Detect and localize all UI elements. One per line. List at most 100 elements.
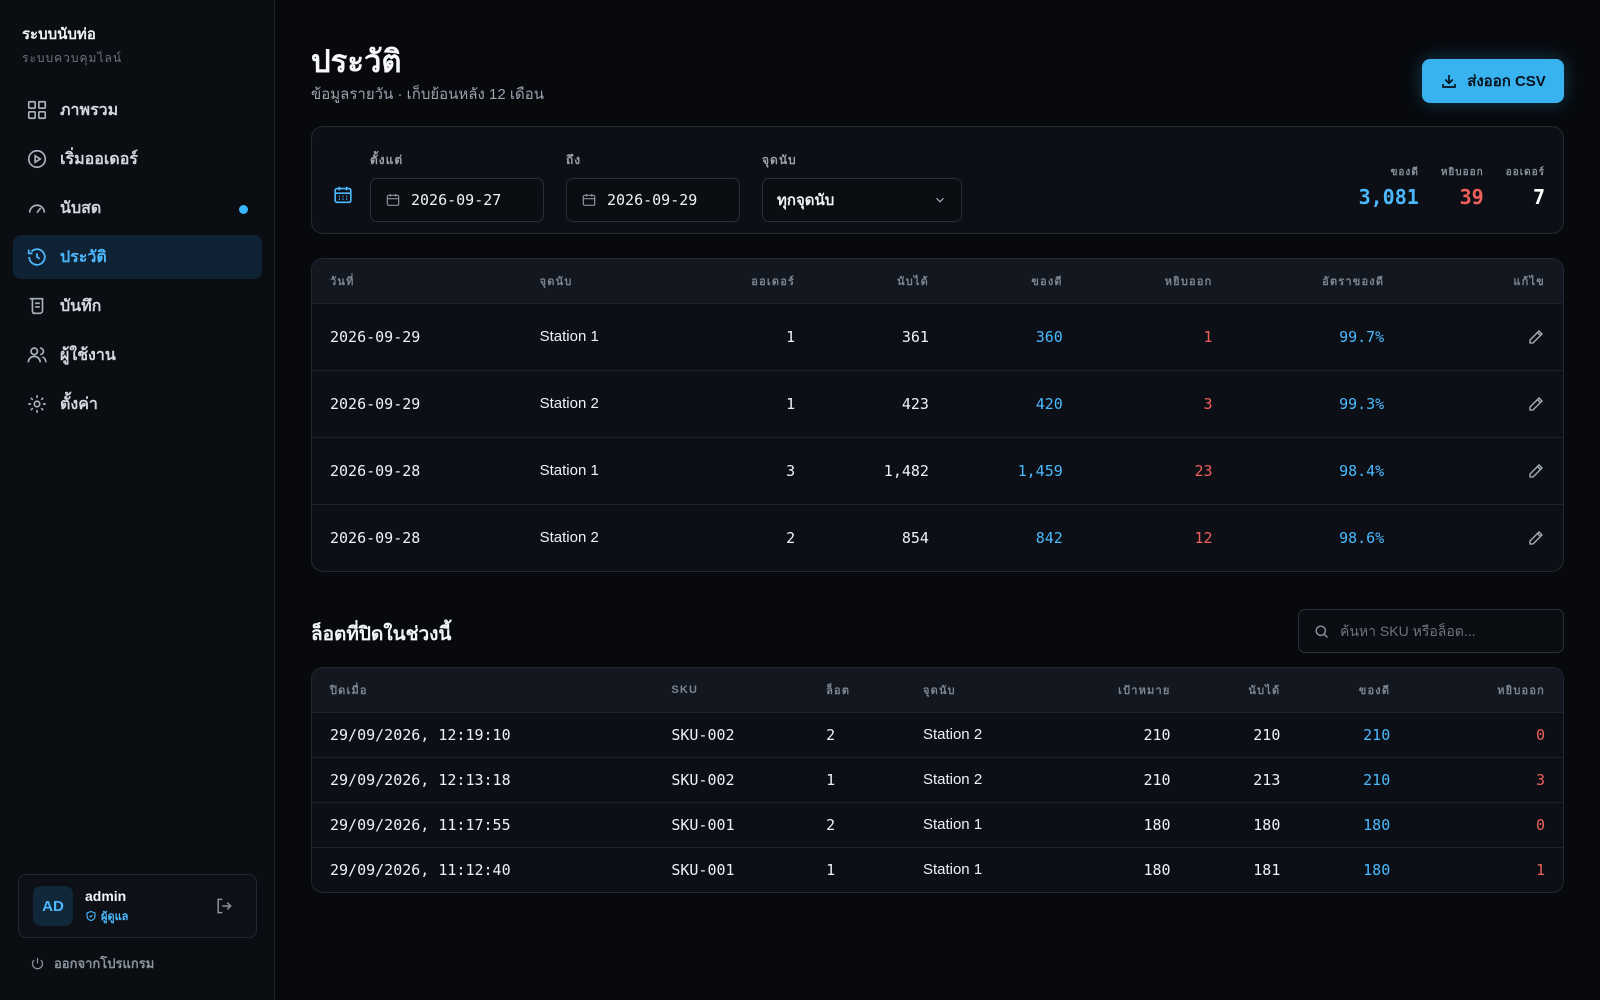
sidebar-item-overview[interactable]: ภาพรวม <box>13 88 262 132</box>
power-icon <box>31 957 44 970</box>
cell-good: 180 <box>1298 846 1409 892</box>
sidebar-item-live-count[interactable]: นับสด <box>13 186 262 230</box>
sidebar-item-start-order[interactable]: เริ่มออเดอร์ <box>13 137 262 181</box>
export-csv-button[interactable]: ส่งออก CSV <box>1422 59 1564 103</box>
cell-target: 210 <box>1062 711 1189 757</box>
user-meta: admin ผู้ดูแล <box>85 888 128 925</box>
user-role-label: ผู้ดูแล <box>101 910 129 923</box>
cell-counted: 423 <box>813 369 947 437</box>
date-from-input[interactable]: 2026-09-27 <box>370 178 544 222</box>
cell-station: Station 2 <box>904 711 1063 757</box>
lots-section-title: ล็อตที่ปิดในช่วงนี้ <box>311 624 452 645</box>
column-header: เป้าหมาย <box>1118 684 1171 697</box>
pencil-icon[interactable] <box>1527 395 1545 413</box>
sidebar-item-label: ตั้งค่า <box>60 395 98 413</box>
station-select-value: ทุกจุดนับ <box>777 192 835 209</box>
pencil-icon[interactable] <box>1527 529 1545 547</box>
calendar-icon <box>386 194 400 206</box>
table-row: 2026-09-29 Station 1 1 361 360 1 99.7% <box>312 302 1563 370</box>
cell-counted: 210 <box>1188 711 1299 757</box>
cell-date: 2026-09-29 <box>312 302 522 370</box>
search-input[interactable] <box>1340 623 1550 639</box>
summary-stats: ของดี 3,081 หยิบออก 39 ออเดอร์ 7 <box>1337 165 1545 209</box>
live-indicator-dot <box>239 205 248 214</box>
cell-date: 2026-09-28 <box>312 503 522 571</box>
sidebar-nav: ภาพรวม เริ่มออเดอร์ นับสด ประวัติ บันทึก… <box>13 88 262 431</box>
sidebar-item-settings[interactable]: ตั้งค่า <box>13 382 262 426</box>
cell-sku: SKU-002 <box>653 756 809 802</box>
cell-counted: 181 <box>1188 846 1299 892</box>
column-header: จุดนับ <box>539 275 573 288</box>
cell-target: 180 <box>1062 801 1189 847</box>
cell-good: 360 <box>946 302 1081 370</box>
cell-rate: 99.3% <box>1230 369 1403 437</box>
table-row: 2026-09-28 Station 2 2 854 842 12 98.6% <box>312 503 1563 571</box>
column-header: ปิดเมื่อ <box>330 684 368 697</box>
cell-rate: 99.7% <box>1230 302 1403 370</box>
filter-card: ตั้งแต่ 2026-09-27 ถึง 2026-09-29 จุดนับ… <box>311 126 1564 234</box>
history-icon <box>27 248 46 266</box>
table-row: 29/09/2026, 12:19:10 SKU-002 2 Station 2… <box>312 711 1563 757</box>
cell-orders: 1 <box>681 302 814 370</box>
main-content: ประวัติ ข้อมูลรายวัน · เก็บย้อนหลัง 12 เ… <box>275 0 1600 1000</box>
page-title: ประวัติ <box>311 44 402 79</box>
user-role: ผู้ดูแล <box>85 907 128 925</box>
cell-closed: 29/09/2026, 11:17:55 <box>312 801 654 847</box>
cell-orders: 3 <box>681 436 814 504</box>
quit-program-label: ออกจากโปรแกรม <box>54 956 155 971</box>
pencil-icon[interactable] <box>1527 328 1545 346</box>
cell-good: 210 <box>1298 756 1409 802</box>
stat-removed: หยิบออก 39 <box>1441 165 1484 209</box>
cell-removed: 0 <box>1408 801 1563 847</box>
column-header: หยิบออก <box>1164 275 1213 288</box>
cell-removed: 3 <box>1408 756 1563 802</box>
column-header: ล็อต <box>826 684 851 697</box>
cell-rate: 98.4% <box>1230 436 1403 504</box>
cell-counted: 180 <box>1188 801 1299 847</box>
cell-lot: 1 <box>808 756 905 802</box>
cell-rate: 98.6% <box>1230 503 1403 571</box>
shield-icon <box>86 910 96 921</box>
scroll-icon <box>29 297 44 315</box>
stat-removed-label: หยิบออก <box>1440 167 1484 178</box>
cell-station: Station 1 <box>904 801 1063 847</box>
cell-counted: 1,482 <box>813 436 947 504</box>
cell-lot: 1 <box>808 846 905 892</box>
app-subtitle: ระบบควบคุมไลน์ <box>22 51 123 65</box>
sidebar-item-label: ภาพรวม <box>60 101 119 119</box>
date-from-value: 2026-09-27 <box>411 191 502 209</box>
avatar: AD <box>33 886 73 926</box>
column-header: ออเดอร์ <box>751 275 796 288</box>
cell-station: Station 1 <box>521 436 682 504</box>
sidebar-item-history[interactable]: ประวัติ <box>13 235 262 279</box>
cell-removed: 1 <box>1408 846 1563 892</box>
table-header-row: ปิดเมื่อ SKU ล็อต จุดนับ เป้าหมาย นับได้… <box>312 668 1563 712</box>
sidebar-item-users[interactable]: ผู้ใช้งาน <box>13 333 262 377</box>
cell-removed: 0 <box>1408 711 1563 757</box>
search-icon <box>1315 624 1329 638</box>
table-row: 29/09/2026, 11:17:55 SKU-001 2 Station 1… <box>312 801 1563 847</box>
date-from-label: ตั้งแต่ <box>370 153 404 167</box>
table-row: 2026-09-28 Station 1 3 1,482 1,459 23 98… <box>312 436 1563 504</box>
sidebar-item-log[interactable]: บันทึก <box>13 284 262 328</box>
closed-lots-table: ปิดเมื่อ SKU ล็อต จุดนับ เป้าหมาย นับได้… <box>311 667 1564 893</box>
column-header: แก้ไข <box>1513 275 1545 288</box>
date-to-input[interactable]: 2026-09-29 <box>566 178 740 222</box>
pencil-icon[interactable] <box>1527 462 1545 480</box>
calendar-icon <box>334 186 352 204</box>
table-row: 29/09/2026, 12:13:18 SKU-002 1 Station 2… <box>312 756 1563 802</box>
stat-good-label: ของดี <box>1390 167 1419 178</box>
cell-removed: 12 <box>1080 503 1231 571</box>
cell-station: Station 1 <box>904 846 1063 892</box>
logout-icon[interactable] <box>214 896 234 916</box>
station-select[interactable]: ทุกจุดนับ <box>762 178 962 222</box>
cell-sku: SKU-002 <box>653 711 809 757</box>
quit-program-button[interactable]: ออกจากโปรแกรม <box>30 953 154 974</box>
sidebar-item-label: ประวัติ <box>60 248 107 266</box>
sidebar-item-label: นับสด <box>60 199 102 217</box>
cell-sku: SKU-001 <box>653 801 809 847</box>
table-header-row: วันที่ จุดนับ ออเดอร์ นับได้ ของดี หยิบอ… <box>312 259 1563 303</box>
cell-station: Station 2 <box>904 756 1063 802</box>
cell-good: 1,459 <box>946 436 1081 504</box>
cell-edit <box>1402 436 1563 504</box>
